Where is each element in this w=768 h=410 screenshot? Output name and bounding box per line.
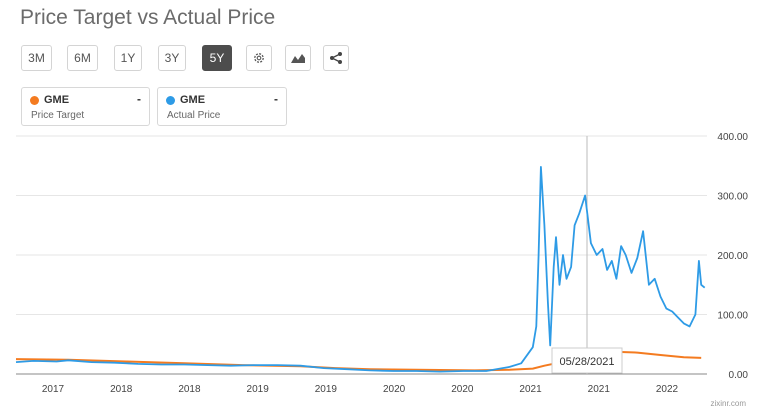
x-tick-label: 2017 <box>42 384 65 395</box>
x-tick-label: 2019 <box>247 384 270 395</box>
legend-price-target[interactable]: GME - Price Target <box>21 87 150 126</box>
x-tick-label: 2021 <box>588 384 611 395</box>
y-tick-label: 300.00 <box>717 192 748 203</box>
actual-price-dot <box>166 96 175 105</box>
settings-button[interactable] <box>246 45 272 71</box>
share-button[interactable] <box>323 45 349 71</box>
legend-label: Actual Price <box>167 110 221 121</box>
range-3m-button[interactable]: 3M <box>21 45 52 71</box>
page-title: Price Target vs Actual Price <box>20 6 276 29</box>
x-axis: 2017 2018 2018 2019 2019 2020 2020 2021 2021 2022 <box>42 384 679 395</box>
area-chart-icon <box>291 54 305 63</box>
chart-lines <box>15 166 706 373</box>
y-tick-label: 200.00 <box>717 251 748 262</box>
gear-icon <box>254 53 264 63</box>
legend-ticker: GME <box>44 94 70 106</box>
y-tick-label: 400.00 <box>717 132 748 143</box>
legend-value: - <box>137 92 141 106</box>
legend-value: - <box>274 92 278 106</box>
y-tick-label: 0.00 <box>729 370 749 381</box>
tooltip: 05/28/2021 <box>551 347 623 374</box>
x-tick-label: 2020 <box>451 384 474 395</box>
range-1y-button[interactable]: 1Y <box>114 45 142 71</box>
watermark: zixinr.com <box>710 399 746 408</box>
y-tick-label: 100.00 <box>717 311 748 322</box>
tooltip-date: 05/28/2021 <box>559 356 614 368</box>
legend-label: Price Target <box>31 110 85 121</box>
range-6m-button[interactable]: 6M <box>67 45 98 71</box>
x-tick-label: 2018 <box>178 384 201 395</box>
x-tick-label: 2018 <box>110 384 133 395</box>
range-5y-button[interactable]: 5Y <box>202 45 232 71</box>
x-tick-label: 2021 <box>519 384 542 395</box>
chart-type-button[interactable] <box>285 45 311 71</box>
x-tick-label: 2022 <box>656 384 679 395</box>
x-tick-label: 2020 <box>383 384 406 395</box>
share-icon <box>330 52 342 64</box>
actual-price-line <box>15 166 706 373</box>
chart-grid <box>16 135 707 375</box>
legend-ticker: GME <box>180 94 206 106</box>
x-tick-label: 2019 <box>315 384 338 395</box>
price-target-dot <box>30 96 39 105</box>
y-axis: 0.00 100.00 200.00 300.00 400.00 <box>717 132 748 381</box>
legend-actual-price[interactable]: GME - Actual Price <box>157 87 287 126</box>
range-3y-button[interactable]: 3Y <box>158 45 186 71</box>
